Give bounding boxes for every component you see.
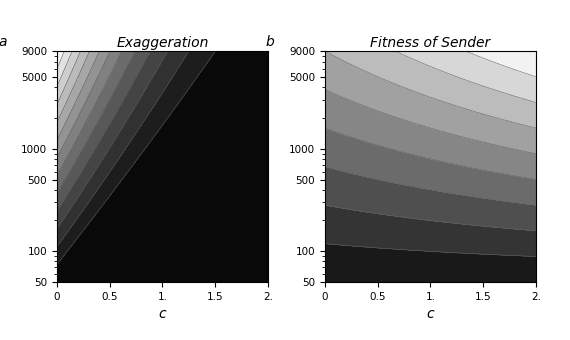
- Title: Exaggeration: Exaggeration: [116, 36, 209, 50]
- Text: b: b: [266, 35, 275, 49]
- X-axis label: c: c: [158, 307, 166, 322]
- Text: a: a: [0, 35, 6, 49]
- Title: Fitness of Sender: Fitness of Sender: [370, 36, 490, 50]
- X-axis label: c: c: [426, 307, 434, 322]
